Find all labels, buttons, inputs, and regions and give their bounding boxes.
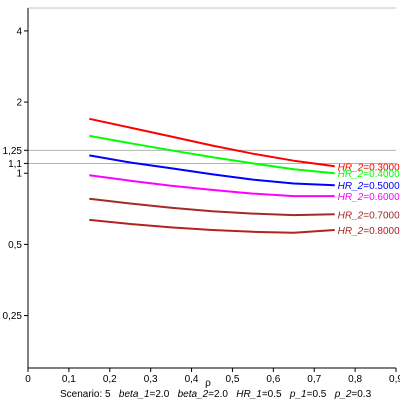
y-tick-label: 0,25 <box>3 311 23 322</box>
caption-part: =0.3 <box>351 389 371 400</box>
series-label-name: HR_2 <box>338 181 364 192</box>
caption-part: =0.5 <box>307 389 327 400</box>
x-tick-label: 0,8 <box>348 374 362 385</box>
reference-lines <box>28 149 396 164</box>
caption-part: =2.0 <box>208 389 228 400</box>
x-tick-label: 0,9 <box>389 374 400 385</box>
y-tick-label: 1 <box>16 169 22 180</box>
series-label-value: =0.5000 <box>363 181 400 192</box>
caption-part: =0.5 <box>262 389 282 400</box>
caption-part: HR_1 <box>228 389 262 400</box>
series-line-5 <box>89 218 335 234</box>
y-axis-ticks: 0,25 0,5 11,1 1,25 2 4 <box>3 26 28 322</box>
caption-part: p_1 <box>282 389 307 400</box>
x-tick-label: 0,4 <box>185 374 199 385</box>
series-label-name: HR_2 <box>338 169 364 180</box>
chart-caption: Scenario: 5 beta_1=2.0 beta_2=2.0 HR_1=0… <box>60 389 372 400</box>
series-labels: HR_2=0.3000HR_2=0.4000HR_2=0.5000HR_2=0.… <box>338 162 400 237</box>
series-label-1: HR_2=0.4000 <box>338 169 400 180</box>
x-tick-label: 0,1 <box>62 374 76 385</box>
series-label-4: HR_2=0.7000 <box>338 210 400 221</box>
series-line-4 <box>89 197 335 217</box>
x-tick-label: 0 <box>25 374 31 385</box>
x-tick-label: 0,5 <box>225 374 239 385</box>
x-axis-ticks: 0 0,1 0,2 0,3 0,4 0,5 0,6 0,7 0,8 0,9 <box>25 368 400 385</box>
series-label-value: =0.6000 <box>363 192 400 203</box>
series-label-5: HR_2=0.8000 <box>338 226 400 237</box>
series-label-name: HR_2 <box>338 192 364 203</box>
y-tick-label: 0,5 <box>8 240 22 251</box>
caption-part: =2.0 <box>150 389 170 400</box>
series-label-name: HR_2 <box>338 226 364 237</box>
series-line-2 <box>89 154 335 187</box>
caption-part: beta_1 <box>111 389 150 400</box>
caption-part: p_2 <box>326 389 351 400</box>
caption-part: beta_2 <box>169 389 208 400</box>
x-tick-label: 0,7 <box>307 374 321 385</box>
x-tick-label: 0,2 <box>103 374 117 385</box>
series-label-value: =0.7000 <box>363 210 400 221</box>
y-tick-label: 1,1 <box>8 159 22 170</box>
series-label-0: HR_2=0.3000 <box>338 162 400 173</box>
series-label-name: HR_2 <box>338 210 364 221</box>
x-tick-label: 0,3 <box>144 374 158 385</box>
series-lines <box>89 117 335 234</box>
series-label-value: =0.8000 <box>363 226 400 237</box>
y-tick-label: 4 <box>16 26 22 37</box>
series-label-2: HR_2=0.5000 <box>338 181 400 192</box>
axes <box>27 7 396 369</box>
series-label-value: =0.3000 <box>363 162 400 173</box>
series-line-3 <box>89 174 335 198</box>
series-label-3: HR_2=0.6000 <box>338 192 400 203</box>
x-axis-label: ρ <box>205 378 211 389</box>
series-line-1 <box>89 134 335 175</box>
series-line-0 <box>89 117 335 168</box>
caption-part: Scenario: 5 <box>60 389 111 400</box>
x-tick-label: 0,6 <box>266 374 280 385</box>
series-label-value: =0.4000 <box>363 169 400 180</box>
series-label-name: HR_2 <box>338 162 364 173</box>
y-tick-label: 1,25 <box>3 146 23 157</box>
y-tick-label: 2 <box>16 98 22 109</box>
